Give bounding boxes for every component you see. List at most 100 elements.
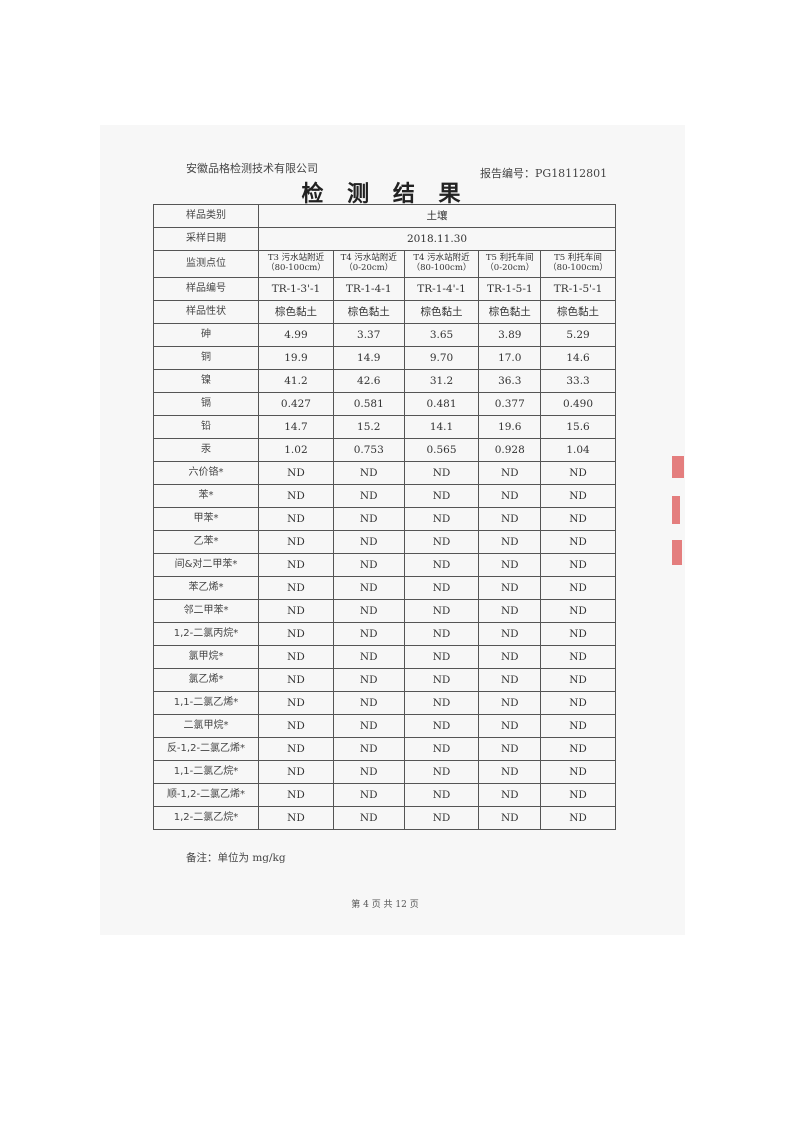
value-cell: ND	[540, 760, 616, 784]
value-cell: ND	[478, 530, 542, 554]
appearance-cell: 棕色黏土	[540, 300, 616, 324]
table-row: 汞 1.02 0.753 0.565 0.928 1.04	[153, 438, 616, 462]
location-depth: （0-20cm）	[485, 263, 535, 273]
value-cell: ND	[258, 714, 334, 738]
value-cell: ND	[258, 806, 334, 830]
sample-id-cell: TR-1-5-1	[478, 277, 542, 301]
stamp-mark	[672, 456, 684, 478]
sample-id-cell: TR-1-5'-1	[540, 277, 616, 301]
value-cell: ND	[258, 576, 334, 600]
value-cell: 41.2	[258, 369, 334, 393]
row-label: 铜	[153, 346, 259, 370]
row-label: 1,1-二氯乙烯*	[153, 691, 259, 715]
row-label: 1,2-二氯乙烷*	[153, 806, 259, 830]
value-cell: 4.99	[258, 323, 334, 347]
value-cell: ND	[332, 783, 405, 807]
location-name: T5 利托车间	[485, 253, 534, 264]
value-cell: 0.427	[258, 392, 334, 416]
row-label: 六价铬*	[153, 461, 259, 485]
row-label: 镍	[153, 369, 259, 393]
value-cell: ND	[540, 576, 616, 600]
table-row: 间&对二甲苯* ND ND ND ND ND	[153, 553, 616, 577]
value-cell: ND	[403, 576, 480, 600]
value-cell: 14.1	[403, 415, 480, 439]
unit-note: 备注：单位为 mg/kg	[186, 852, 286, 864]
value-cell: ND	[332, 645, 405, 669]
row-label: 氯乙烯*	[153, 668, 259, 692]
value-cell: ND	[540, 691, 616, 715]
value-cell: ND	[403, 530, 480, 554]
value-cell: ND	[478, 783, 542, 807]
value-cell: 0.481	[403, 392, 480, 416]
value-cell: ND	[540, 461, 616, 485]
value-cell: ND	[478, 645, 542, 669]
value-cell: 14.9	[332, 346, 405, 370]
value-cell: 15.2	[332, 415, 405, 439]
table-row: 铅 14.7 15.2 14.1 19.6 15.6	[153, 415, 616, 439]
value-cell: 31.2	[403, 369, 480, 393]
value-cell: ND	[258, 553, 334, 577]
value-cell: ND	[258, 760, 334, 784]
value-cell: ND	[332, 599, 405, 623]
row-label: 镉	[153, 392, 259, 416]
value-cell: ND	[540, 645, 616, 669]
table-row: 氯乙烯* ND ND ND ND ND	[153, 668, 616, 692]
value-cell: 17.0	[478, 346, 542, 370]
table-row: 1,1-二氯乙烯* ND ND ND ND ND	[153, 691, 616, 715]
value-cell: ND	[332, 530, 405, 554]
value-cell: ND	[478, 691, 542, 715]
location-depth: （80-100cm）	[266, 263, 326, 273]
sample-id-cell: TR-1-3'-1	[258, 277, 334, 301]
row-label: 反-1,2-二氯乙烯*	[153, 737, 259, 761]
table-row: 1,2-二氯乙烷* ND ND ND ND ND	[153, 806, 616, 830]
table-row: 苯乙烯* ND ND ND ND ND	[153, 576, 616, 600]
table-row-appearance: 样品性状 棕色黏土 棕色黏土 棕色黏土 棕色黏土 棕色黏土	[153, 300, 616, 324]
value-cell: ND	[478, 714, 542, 738]
row-label: 苯乙烯*	[153, 576, 259, 600]
value-cell: 36.3	[478, 369, 542, 393]
location-depth: （80-100cm）	[548, 263, 608, 273]
value-cell: ND	[478, 668, 542, 692]
row-label: 乙苯*	[153, 530, 259, 554]
value-cell: ND	[403, 737, 480, 761]
row-label: 甲苯*	[153, 507, 259, 531]
table-row: 乙苯* ND ND ND ND ND	[153, 530, 616, 554]
value-cell: 15.6	[540, 415, 616, 439]
row-label: 样品性状	[153, 300, 259, 324]
sample-id-cell: TR-1-4-1	[332, 277, 405, 301]
value-cell: ND	[258, 668, 334, 692]
table-row-location: 监测点位 T3 污水站附近 （80-100cm） T4 污水站附近 （0-20cm） T…	[153, 250, 616, 278]
value-cell: ND	[403, 461, 480, 485]
table-row: 氯甲烷* ND ND ND ND ND	[153, 645, 616, 669]
value-cell: ND	[332, 484, 405, 508]
value-cell: ND	[332, 714, 405, 738]
table-row-date: 采样日期 2018.11.30	[153, 227, 616, 251]
value-cell: 1.04	[540, 438, 616, 462]
value-cell: ND	[403, 760, 480, 784]
page-number: 第 4 页 共 12 页	[351, 900, 419, 910]
value-cell: ND	[478, 622, 542, 646]
value-cell: ND	[258, 645, 334, 669]
row-label: 监测点位	[153, 250, 259, 278]
row-label: 顺-1,2-二氯乙烯*	[153, 783, 259, 807]
value-cell: ND	[478, 507, 542, 531]
company-name: 安徽品格检测技术有限公司	[186, 162, 318, 175]
value-cell: 19.6	[478, 415, 542, 439]
table-row: 六价铬* ND ND ND ND ND	[153, 461, 616, 485]
value-cell: ND	[403, 783, 480, 807]
report-number: 报告编号：PG18112801	[480, 167, 608, 180]
table-row: 甲苯* ND ND ND ND ND	[153, 507, 616, 531]
value-cell: ND	[332, 553, 405, 577]
value-cell: 33.3	[540, 369, 616, 393]
row-label: 二氯甲烷*	[153, 714, 259, 738]
page-title: 检 测 结 果	[301, 182, 469, 207]
value-cell: ND	[540, 553, 616, 577]
table-row-sample-type: 样品类别 土壤	[153, 204, 616, 228]
row-label: 苯*	[153, 484, 259, 508]
value-cell: ND	[540, 530, 616, 554]
appearance-cell: 棕色黏土	[258, 300, 334, 324]
value-cell: 3.89	[478, 323, 542, 347]
location-depth: （0-20cm）	[344, 263, 394, 273]
location-cell: T4 污水站附近 （0-20cm）	[332, 250, 405, 278]
value-cell: ND	[258, 461, 334, 485]
